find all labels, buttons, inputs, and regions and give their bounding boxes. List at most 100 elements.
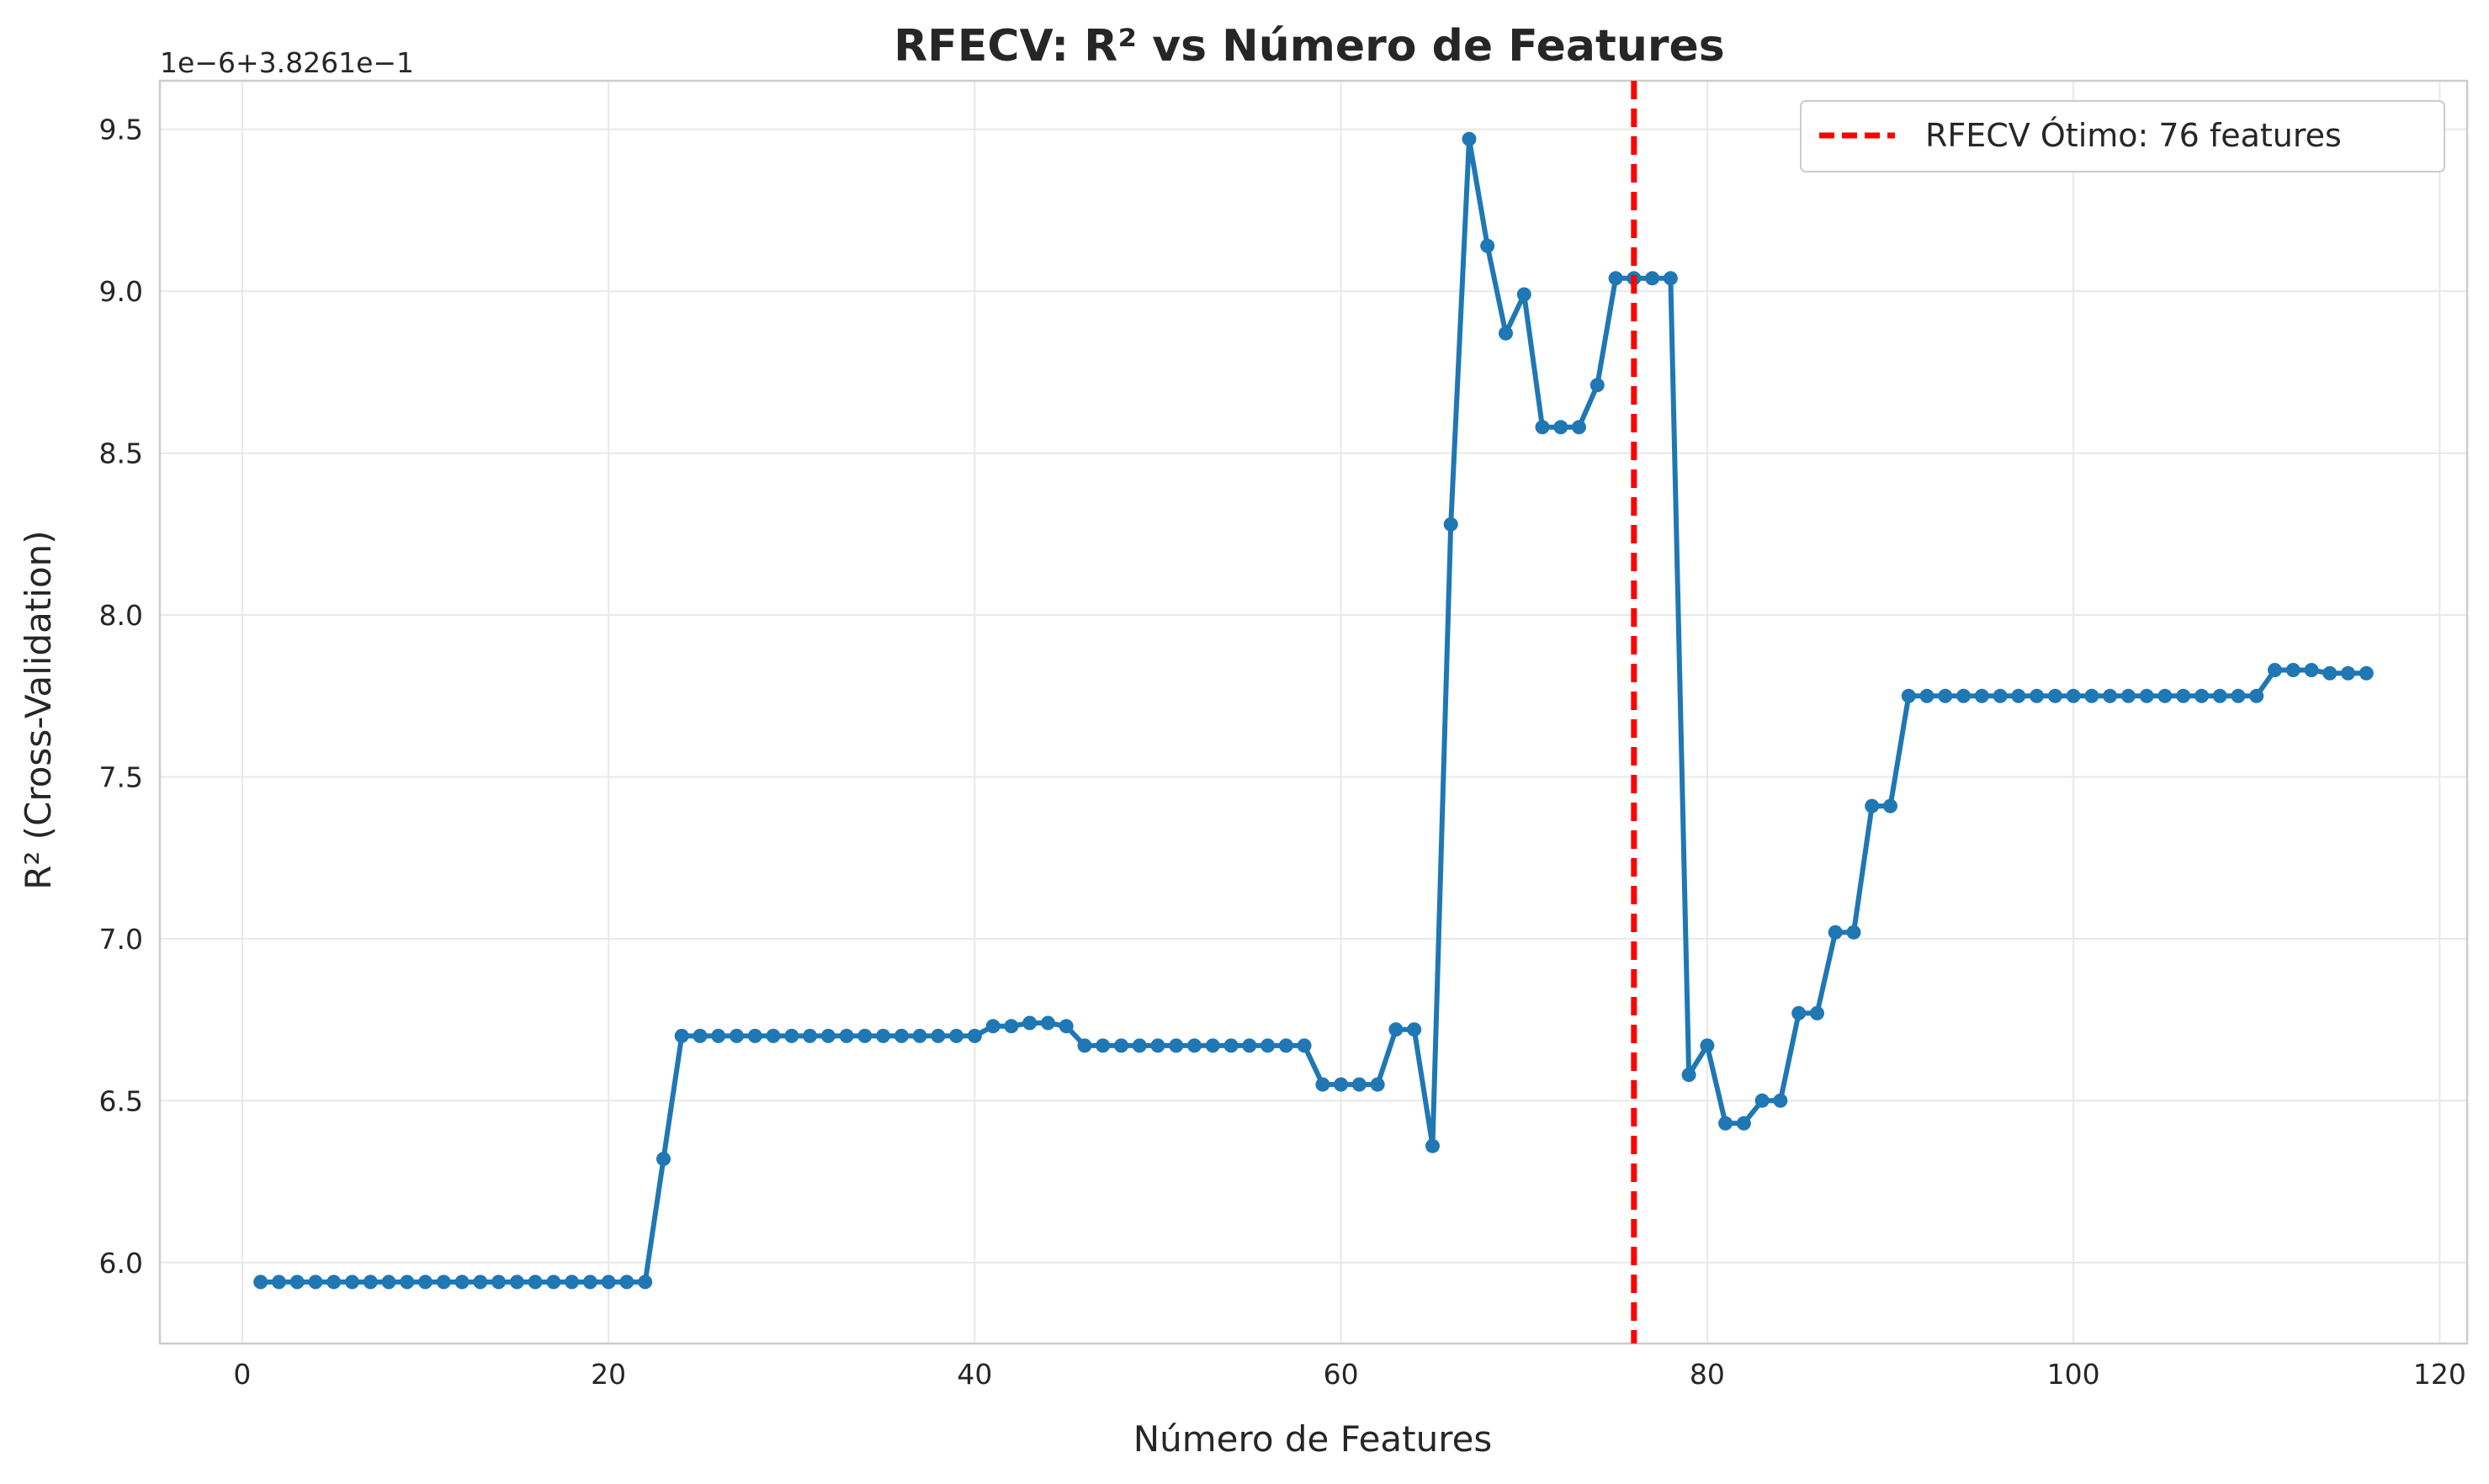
y-tick-label: 8.5 (99, 437, 143, 470)
data-point (418, 1275, 433, 1290)
data-point (1754, 1093, 1770, 1108)
data-point (2120, 688, 2136, 703)
data-point (1663, 271, 1678, 286)
x-tick-label: 0 (233, 1358, 251, 1391)
data-point (2066, 688, 2081, 703)
data-point (1974, 688, 1989, 703)
data-point (912, 1028, 927, 1043)
data-point (894, 1028, 909, 1043)
y-tick-label: 9.0 (99, 275, 143, 308)
legend-label-optimal: RFECV Ótimo: 76 features (1925, 117, 2342, 154)
data-point (1169, 1038, 1184, 1053)
y-tick-label: 7.0 (99, 923, 143, 956)
data-point (2231, 688, 2246, 703)
data-point (1388, 1022, 1404, 1037)
y-axis-offset-label: 1e−6+3.8261e−1 (160, 46, 414, 79)
data-point (1334, 1077, 1349, 1092)
data-point (491, 1275, 507, 1290)
data-point (2341, 665, 2355, 681)
data-point (766, 1028, 781, 1043)
data-point (931, 1028, 946, 1043)
x-tick-label: 80 (1690, 1358, 1725, 1391)
data-point (601, 1275, 616, 1290)
y-tick-label: 8.0 (99, 599, 143, 632)
x-tick-label: 100 (2047, 1358, 2100, 1391)
data-point (1315, 1077, 1330, 1092)
y-axis-label: R² (Cross-Validation) (18, 530, 59, 889)
data-point (876, 1028, 891, 1043)
data-point (1572, 420, 1586, 435)
data-point (857, 1028, 873, 1043)
y-tick-label: 6.0 (99, 1247, 143, 1280)
data-point (1883, 798, 1897, 814)
data-point (1205, 1038, 1220, 1053)
data-point (1242, 1038, 1257, 1053)
data-point (2322, 665, 2338, 681)
data-point (619, 1275, 634, 1290)
data-point (582, 1275, 597, 1290)
data-point (1462, 131, 1477, 146)
data-point (2011, 688, 2026, 703)
data-point (1150, 1038, 1165, 1053)
data-point (1535, 420, 1550, 435)
plot-area-frame (158, 79, 2469, 1345)
data-point (1608, 271, 1623, 286)
legend-box (1800, 100, 2445, 172)
data-point (381, 1275, 396, 1290)
data-point (1846, 925, 1861, 940)
data-point (747, 1028, 762, 1043)
data-point (638, 1275, 653, 1290)
data-point (546, 1275, 561, 1290)
data-point (1022, 1015, 1038, 1031)
data-point (1589, 378, 1605, 393)
data-point (272, 1275, 286, 1290)
data-point (1919, 688, 1934, 703)
x-tick-label: 120 (2413, 1358, 2466, 1391)
data-point (2176, 688, 2191, 703)
data-point (2285, 663, 2301, 677)
data-point (1370, 1077, 1385, 1092)
data-point (436, 1275, 451, 1290)
data-point (1260, 1038, 1276, 1053)
data-point (326, 1275, 342, 1290)
data-point (2030, 688, 2045, 703)
data-point (1096, 1038, 1111, 1053)
data-point (1736, 1116, 1751, 1131)
data-point (2084, 688, 2099, 703)
x-tick-label: 20 (591, 1358, 626, 1391)
data-point (730, 1028, 744, 1043)
data-point (1041, 1015, 1055, 1031)
data-point (1443, 517, 1458, 532)
data-point (1828, 925, 1843, 940)
data-point (345, 1275, 359, 1290)
data-point (308, 1275, 323, 1290)
legend: RFECV Ótimo: 76 features (1800, 100, 2445, 172)
data-point (1499, 326, 1513, 341)
data-point (967, 1028, 982, 1043)
data-point (1278, 1038, 1293, 1053)
data-point (1077, 1038, 1092, 1053)
data-point (784, 1028, 799, 1043)
data-point (674, 1028, 689, 1043)
data-point (1865, 798, 1880, 814)
data-point (803, 1028, 817, 1043)
data-point (400, 1275, 415, 1290)
data-point (839, 1028, 854, 1043)
y-tick-label: 9.5 (99, 114, 143, 146)
grid-lines (160, 81, 2467, 1344)
data-point (2103, 688, 2118, 703)
data-point (2194, 688, 2209, 703)
data-point (1718, 1116, 1733, 1131)
data-point (454, 1275, 470, 1290)
data-point (2304, 663, 2319, 677)
data-point (1516, 287, 1531, 302)
data-point (253, 1275, 268, 1290)
x-axis-label: Número de Features (1133, 1418, 1493, 1460)
data-point (1407, 1022, 1422, 1037)
chart-title: RFECV: R² vs Número de Features (894, 21, 1725, 72)
data-point (2212, 688, 2227, 703)
data-point (2268, 663, 2282, 677)
x-tick-label: 60 (1324, 1358, 1359, 1391)
